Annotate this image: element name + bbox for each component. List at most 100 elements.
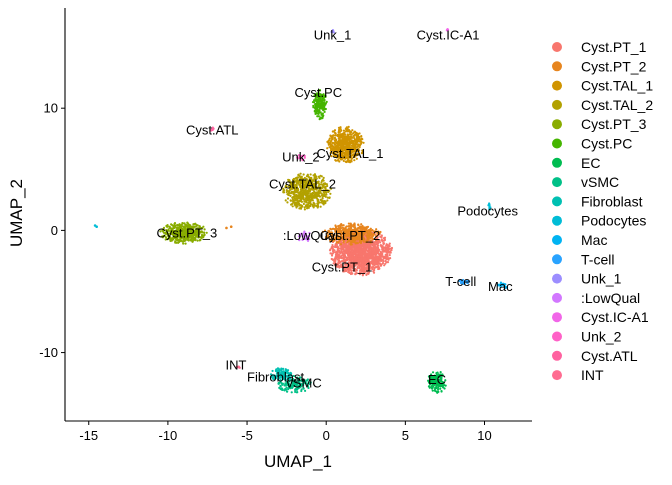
- data-point: [333, 142, 336, 145]
- data-point: [371, 255, 375, 258]
- data-point: [381, 244, 384, 248]
- data-point: [317, 110, 320, 114]
- data-point: [302, 198, 306, 201]
- data-point: [351, 255, 354, 259]
- data-point: [354, 243, 357, 247]
- data-point: [323, 193, 326, 196]
- data-point: [292, 195, 295, 199]
- data-point: [381, 250, 385, 253]
- data-point: [95, 225, 98, 229]
- data-point: [339, 265, 343, 268]
- data-point: [372, 241, 375, 245]
- data-point: [279, 385, 282, 388]
- data-point: [318, 107, 322, 110]
- data-point: [384, 262, 387, 265]
- data-point: [389, 251, 392, 254]
- data-point: [308, 204, 311, 207]
- legend-key: [552, 157, 562, 168]
- data-point: [299, 207, 302, 210]
- data-point: [356, 260, 359, 263]
- data-point: [315, 110, 318, 113]
- data-point: [307, 202, 310, 205]
- legend-key: [552, 370, 562, 381]
- cluster-label: Cyst.ATL: [186, 123, 239, 138]
- data-point: [363, 267, 366, 270]
- legend-key: [552, 177, 562, 188]
- data-point: [322, 107, 325, 110]
- data-point: [360, 258, 363, 261]
- legend-key: [552, 42, 562, 52]
- data-point: [331, 130, 334, 133]
- data-point: [365, 268, 368, 271]
- data-point: [375, 248, 379, 251]
- data-point: [349, 261, 352, 264]
- data-point: [368, 254, 371, 258]
- data-point: [360, 223, 363, 226]
- data-point: [301, 197, 304, 200]
- data-point: [296, 391, 299, 394]
- data-point: [302, 173, 305, 176]
- legend-entry-label: vSMC: [581, 174, 619, 190]
- data-point: [333, 249, 336, 252]
- data-point: [299, 197, 302, 200]
- y-tick-label: -10: [39, 345, 58, 360]
- data-point: [326, 199, 329, 202]
- data-point: [311, 195, 314, 198]
- data-point: [347, 258, 350, 261]
- data-point: [341, 139, 344, 142]
- data-point: [350, 269, 353, 272]
- data-point: [349, 255, 352, 258]
- data-point: [344, 243, 347, 246]
- data-point: [334, 251, 337, 254]
- data-point: [331, 243, 334, 247]
- legend-key: [552, 331, 562, 342]
- data-point: [375, 250, 378, 253]
- data-point: [380, 251, 383, 254]
- data-point: [292, 192, 295, 195]
- data-point: [380, 235, 383, 238]
- data-point: [379, 263, 382, 266]
- points-layer: [93, 27, 509, 394]
- data-point: [350, 243, 353, 246]
- data-point: [335, 141, 338, 145]
- data-point: [338, 254, 341, 257]
- legend-key: [552, 119, 562, 130]
- data-point: [304, 197, 308, 200]
- data-point: [386, 253, 389, 256]
- data-point: [353, 222, 356, 225]
- data-point: [360, 253, 363, 256]
- data-point: [381, 262, 385, 265]
- data-point: [351, 129, 354, 132]
- data-point: [359, 246, 362, 249]
- data-point: [358, 257, 361, 260]
- data-point: [299, 172, 302, 175]
- data-point: [348, 142, 351, 145]
- data-point: [340, 254, 343, 257]
- data-point: [285, 390, 289, 393]
- data-point: [301, 205, 304, 208]
- cluster-label: Podocytes: [457, 203, 518, 218]
- data-point: [347, 263, 350, 266]
- data-point: [295, 197, 298, 200]
- data-point: [371, 261, 374, 264]
- data-point: [320, 194, 324, 197]
- data-point: [373, 252, 376, 255]
- legend-entry-label: Unk_2: [581, 329, 622, 345]
- data-point: [343, 255, 346, 259]
- data-point: [345, 126, 348, 129]
- data-point: [368, 245, 371, 248]
- cluster-label: Cyst.PT_3: [157, 225, 218, 240]
- x-tick-label: 5: [402, 428, 409, 443]
- data-point: [356, 253, 359, 256]
- cluster-label: EC: [428, 372, 446, 387]
- data-point: [386, 251, 389, 255]
- data-point: [353, 138, 356, 141]
- y-tick-label: 10: [44, 101, 58, 116]
- data-point: [366, 255, 369, 258]
- data-point: [313, 101, 316, 104]
- data-point: [290, 391, 293, 394]
- legend-entry-label: EC: [581, 155, 600, 171]
- data-point: [361, 274, 364, 277]
- data-point: [314, 112, 317, 116]
- data-point: [305, 195, 309, 198]
